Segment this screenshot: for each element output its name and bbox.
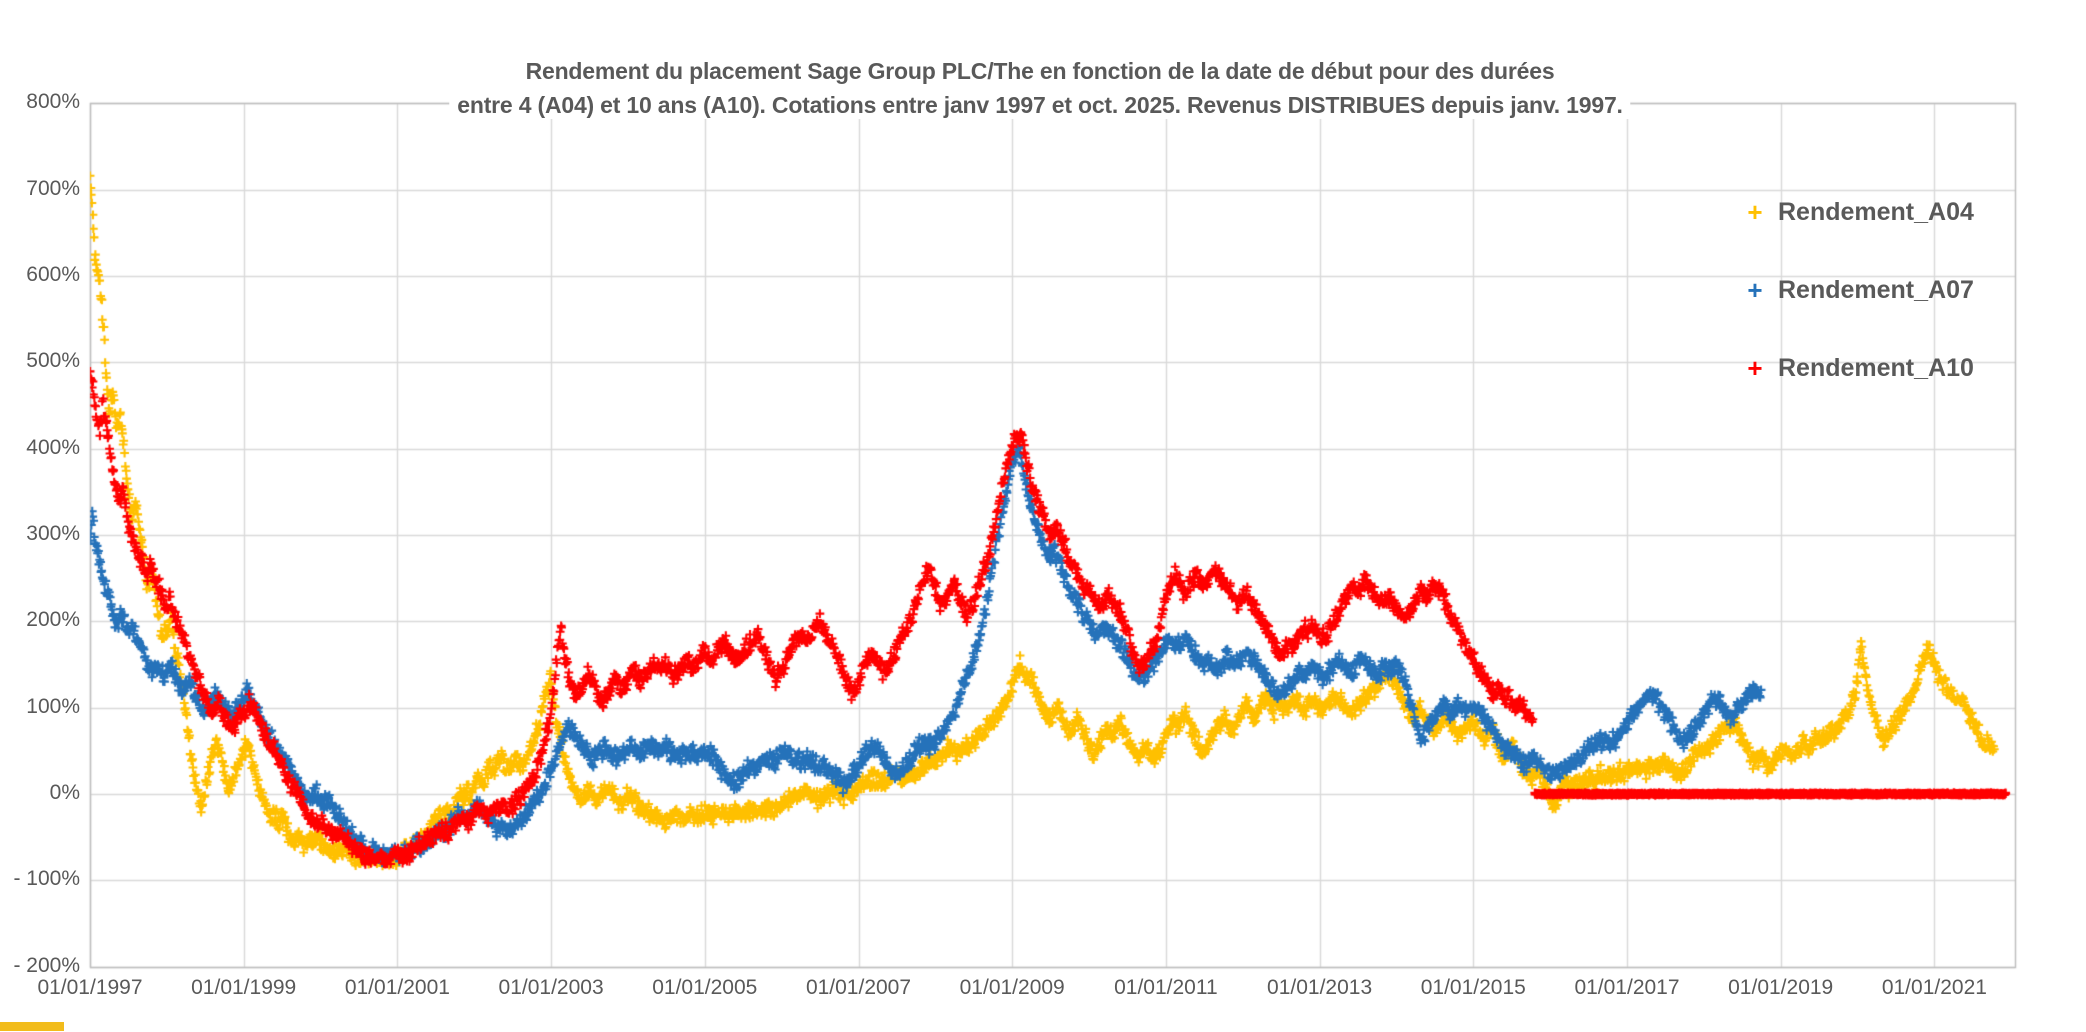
x-tick-label: 01/01/2003 bbox=[498, 976, 604, 999]
y-tick-label: 200% bbox=[26, 608, 80, 632]
x-tick-label: 01/01/1999 bbox=[191, 976, 297, 999]
chart-title-line1: Rendement du placement Sage Group PLC/Th… bbox=[517, 58, 1563, 85]
chart-legend: + Rendement_A04 + Rendement_A07 + Rendement_A… bbox=[1742, 196, 1974, 430]
x-tick-label: 01/01/2007 bbox=[805, 976, 912, 999]
x-tick-label: 01/01/1997 bbox=[37, 976, 143, 999]
chart-title-line2: entre 4 (A04) et 10 ans (A10). Cotations… bbox=[449, 92, 1631, 119]
gold-accent-bottom-left bbox=[0, 1022, 64, 1031]
y-tick-label: 100% bbox=[26, 694, 80, 718]
x-tick-label: 01/01/2013 bbox=[1267, 976, 1373, 999]
x-tick-label: 01/01/2017 bbox=[1574, 976, 1680, 999]
legend-plus-marker-icon: + bbox=[1747, 275, 1763, 305]
y-tick-label: 500% bbox=[26, 349, 80, 373]
x-tick-label: 01/01/2005 bbox=[652, 976, 758, 999]
y-tick-label: 0% bbox=[49, 781, 80, 804]
y-tick-label: - 200% bbox=[13, 953, 80, 977]
x-tick-label: 01/01/2019 bbox=[1728, 976, 1834, 999]
legend-item-rendement_a04[interactable]: + Rendement_A04 bbox=[1742, 196, 1974, 228]
y-tick-label: 700% bbox=[26, 176, 80, 200]
x-tick-label: 01/01/2001 bbox=[344, 976, 450, 999]
x-tick-label: 01/01/2009 bbox=[959, 976, 1065, 999]
legend-plus-marker-icon: + bbox=[1747, 353, 1763, 383]
y-tick-label: - 100% bbox=[13, 867, 80, 891]
legend-label: Rendement_A07 bbox=[1778, 275, 1974, 304]
legend-label: Rendement_A10 bbox=[1778, 353, 1974, 382]
x-tick-label: 01/01/2015 bbox=[1420, 976, 1526, 999]
y-tick-label: 300% bbox=[26, 521, 80, 545]
legend-plus-marker-icon: + bbox=[1747, 197, 1763, 227]
y-tick-label: 600% bbox=[26, 262, 80, 286]
y-tick-label: 400% bbox=[26, 435, 80, 459]
legend-item-rendement_a07[interactable]: + Rendement_A07 bbox=[1742, 274, 1974, 306]
legend-item-rendement_a10[interactable]: + Rendement_A10 bbox=[1742, 352, 1974, 384]
legend-label: Rendement_A04 bbox=[1778, 197, 1974, 226]
x-tick-label: 01/01/2021 bbox=[1881, 976, 1987, 999]
y-tick-label: 800% bbox=[26, 90, 80, 114]
x-tick-label: 01/01/2011 bbox=[1114, 976, 1218, 999]
